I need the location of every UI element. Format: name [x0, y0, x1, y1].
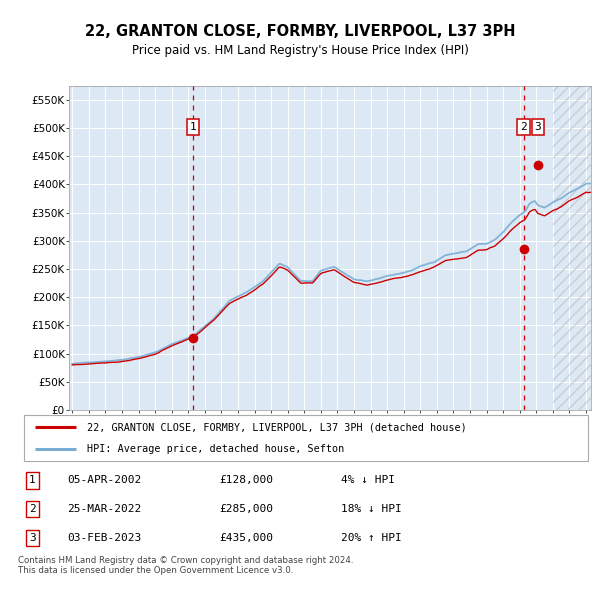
Text: £128,000: £128,000: [220, 476, 274, 486]
Text: 20% ↑ HPI: 20% ↑ HPI: [341, 533, 401, 543]
Text: 22, GRANTON CLOSE, FORMBY, LIVERPOOL, L37 3PH: 22, GRANTON CLOSE, FORMBY, LIVERPOOL, L3…: [85, 24, 515, 38]
Text: 3: 3: [29, 533, 36, 543]
Text: 05-APR-2002: 05-APR-2002: [67, 476, 141, 486]
Text: 03-FEB-2023: 03-FEB-2023: [67, 533, 141, 543]
Text: 25-MAR-2022: 25-MAR-2022: [67, 504, 141, 514]
Text: 22, GRANTON CLOSE, FORMBY, LIVERPOOL, L37 3PH (detached house): 22, GRANTON CLOSE, FORMBY, LIVERPOOL, L3…: [87, 422, 467, 432]
Text: 2: 2: [29, 504, 36, 514]
FancyBboxPatch shape: [24, 415, 588, 461]
Text: 1: 1: [190, 122, 196, 132]
Text: Price paid vs. HM Land Registry's House Price Index (HPI): Price paid vs. HM Land Registry's House …: [131, 44, 469, 57]
Text: 18% ↓ HPI: 18% ↓ HPI: [341, 504, 401, 514]
Text: 1: 1: [29, 476, 36, 486]
Text: 2: 2: [520, 122, 527, 132]
Text: HPI: Average price, detached house, Sefton: HPI: Average price, detached house, Seft…: [87, 444, 344, 454]
Text: 3: 3: [535, 122, 541, 132]
Text: £435,000: £435,000: [220, 533, 274, 543]
Text: £285,000: £285,000: [220, 504, 274, 514]
Text: 4% ↓ HPI: 4% ↓ HPI: [341, 476, 395, 486]
Text: Contains HM Land Registry data © Crown copyright and database right 2024.
This d: Contains HM Land Registry data © Crown c…: [18, 556, 353, 575]
